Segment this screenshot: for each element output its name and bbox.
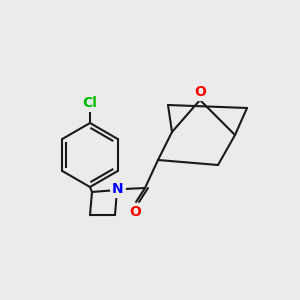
Text: Cl: Cl: [82, 96, 98, 110]
Text: N: N: [112, 182, 124, 196]
Text: O: O: [129, 205, 141, 219]
Text: O: O: [194, 85, 206, 99]
